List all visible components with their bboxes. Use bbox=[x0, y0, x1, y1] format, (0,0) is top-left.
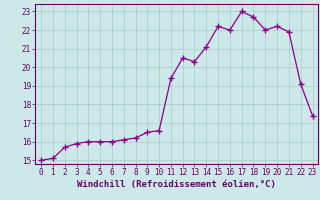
X-axis label: Windchill (Refroidissement éolien,°C): Windchill (Refroidissement éolien,°C) bbox=[77, 180, 276, 189]
